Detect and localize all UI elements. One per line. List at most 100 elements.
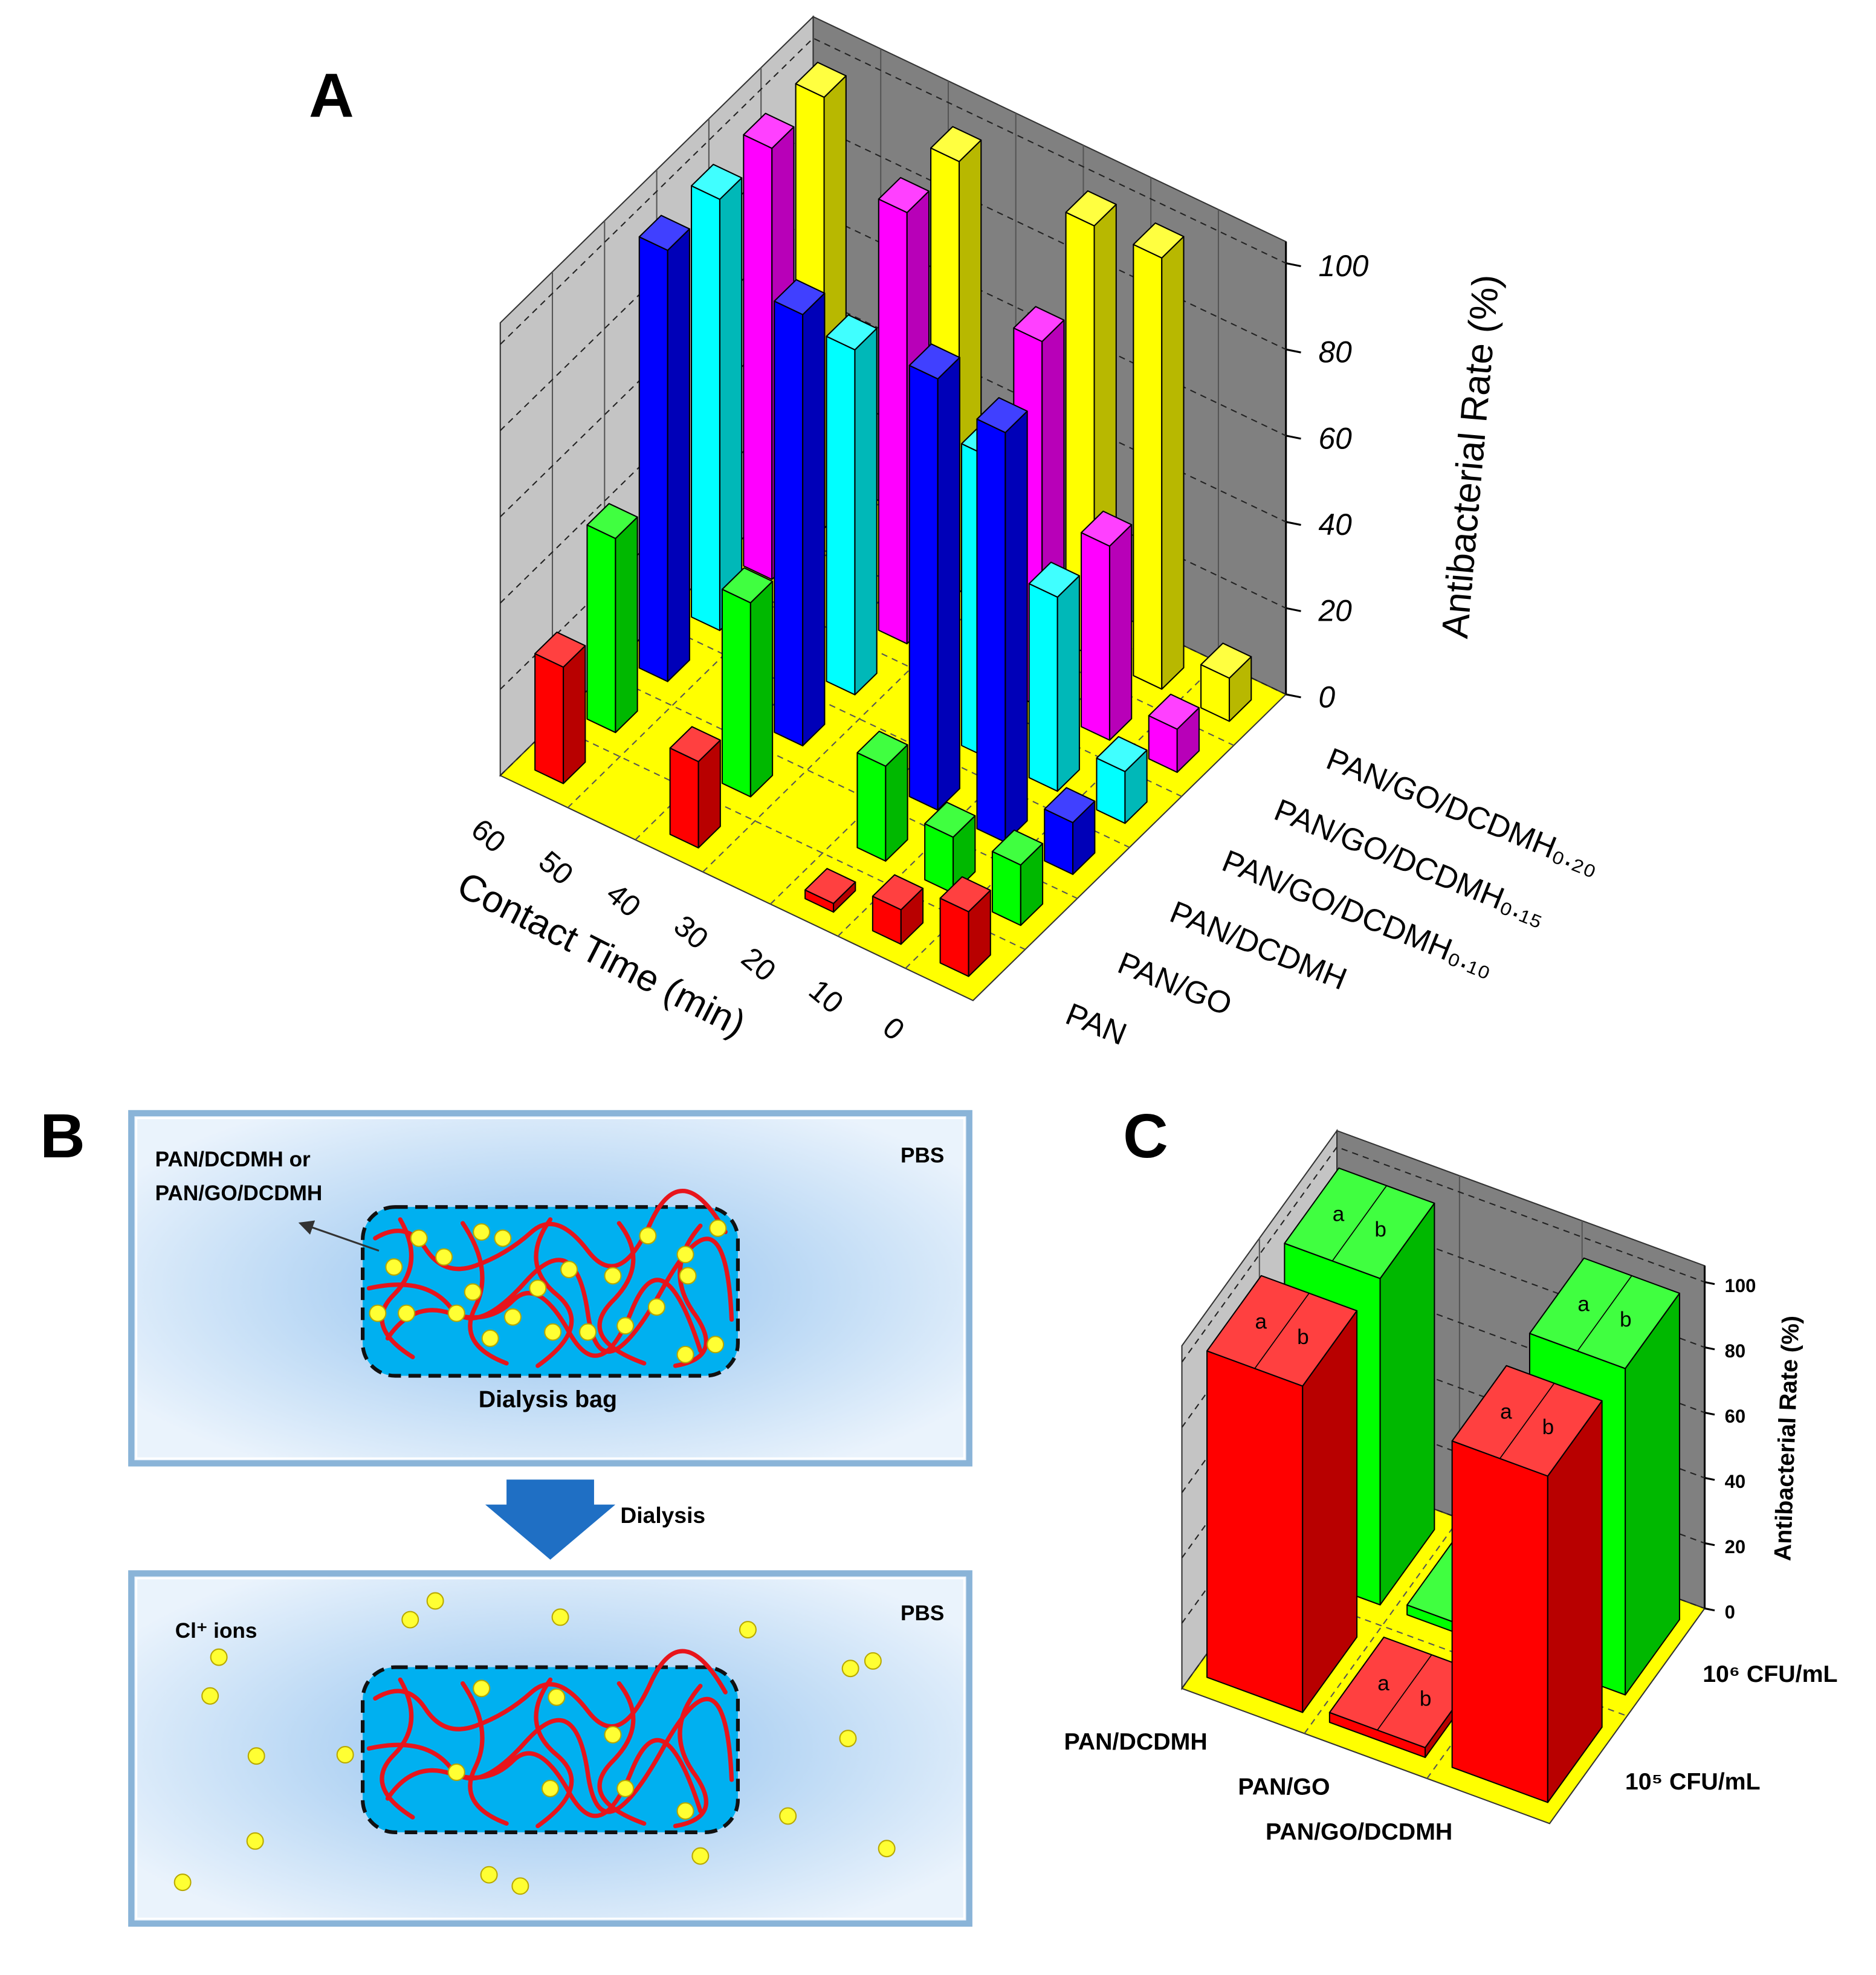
legend-label: 10⁶ CFU/mL: [1703, 1661, 1837, 1687]
dot: [639, 1227, 657, 1245]
bar-face: [802, 293, 826, 747]
bar-face: [804, 868, 856, 905]
bar-face: [930, 126, 982, 163]
y-tick: [1286, 521, 1301, 526]
dot: [551, 1608, 569, 1626]
bar-face: [991, 829, 1044, 866]
y-tick: [1286, 435, 1301, 440]
y-axis-title: Antibacterial Rate (%): [1769, 1315, 1804, 1561]
bar-face: [534, 653, 564, 784]
dot: [410, 1229, 428, 1247]
y-tick: [1704, 1411, 1715, 1416]
bar: [1044, 787, 1096, 875]
bar-face: [795, 62, 847, 98]
panel-a: 0204060801000102030405060PANPAN/GOPAN/DC…: [451, 15, 1605, 1052]
floor-divider: [656, 622, 1130, 849]
bar-face: [1028, 561, 1080, 598]
panel-label: C: [1123, 1101, 1168, 1171]
bar-face: [1056, 575, 1080, 792]
bar-face: [856, 752, 887, 862]
bar: [721, 567, 774, 798]
dot: [401, 1611, 419, 1629]
bar-face: [1096, 735, 1148, 772]
bar: [804, 868, 856, 913]
dot: [542, 1779, 559, 1797]
bar-face: [1028, 583, 1058, 792]
bar-face: [826, 314, 878, 351]
bar-face: [534, 632, 586, 668]
bar-face: [1081, 510, 1133, 547]
y-tick-label: 100: [1318, 249, 1368, 283]
bar-face: [721, 567, 774, 604]
bar-face: [924, 801, 976, 838]
x-tick-label: 40: [600, 876, 647, 923]
dot: [676, 1246, 694, 1264]
dot: [579, 1323, 597, 1341]
y-tick-label: 40: [1725, 1471, 1746, 1492]
bar: [1133, 222, 1185, 690]
bar-face: [908, 364, 939, 811]
dot: [709, 1219, 727, 1237]
dot: [691, 1847, 710, 1865]
x-tick-label: PAN/GO: [1238, 1773, 1330, 1800]
x-tick-label: PAN/GO/DCDMH: [1266, 1818, 1452, 1845]
dot: [481, 1329, 499, 1347]
annotation: a: [1577, 1293, 1590, 1316]
legend-label: PAN: [1061, 996, 1132, 1052]
dot: [676, 1802, 694, 1820]
y-tick-label: 20: [1725, 1536, 1746, 1557]
y-tick-label: 0: [1725, 1602, 1735, 1623]
bar-face: [774, 279, 826, 315]
pbs-box-inner: [135, 1117, 966, 1459]
y-tick-label: 100: [1725, 1275, 1756, 1296]
bar-face: [1206, 1350, 1304, 1713]
dot: [494, 1229, 512, 1247]
bar: [534, 632, 586, 784]
bar-face: [976, 418, 1006, 843]
bar: [872, 874, 924, 945]
y-tick: [1704, 1607, 1715, 1612]
bar-face: [691, 163, 743, 200]
dot: [841, 1660, 859, 1678]
dot: [336, 1746, 354, 1764]
bar: [1148, 693, 1200, 773]
dot: [173, 1873, 192, 1892]
x-tick-label: 0: [876, 1010, 911, 1047]
y-tick-label: 60: [1725, 1406, 1746, 1427]
bar: [908, 343, 960, 811]
bar-face: [669, 726, 721, 763]
y-tick: [1704, 1346, 1715, 1351]
annotation: b: [1542, 1415, 1554, 1439]
bar-face: [976, 396, 1028, 433]
annotation: b: [1420, 1687, 1432, 1711]
x-tick-label: 50: [532, 844, 580, 891]
panel-label: B: [40, 1101, 85, 1171]
x-tick-label: PAN/DCDMH: [1064, 1728, 1208, 1755]
bar-face: [937, 357, 960, 811]
bar: [1096, 735, 1148, 824]
y-tick: [1286, 607, 1301, 612]
bar-face: [1451, 1440, 1548, 1803]
bar-face: [1013, 306, 1065, 343]
bar-face: [1081, 532, 1111, 741]
dot: [779, 1807, 797, 1825]
bar-face: [878, 176, 930, 213]
y-tick-label: 40: [1318, 508, 1352, 541]
bar: [826, 314, 878, 696]
dot: [473, 1223, 491, 1241]
dot: [544, 1323, 562, 1341]
dot: [604, 1267, 622, 1285]
bar: [1081, 510, 1133, 741]
dot: [398, 1304, 416, 1322]
bar-face: [691, 185, 721, 632]
bar-face: [1065, 190, 1117, 227]
bar-face: [854, 328, 878, 696]
bar-face: [586, 503, 638, 540]
top-divider: [1499, 1383, 1555, 1459]
bar-face: [749, 580, 774, 798]
bar: [1200, 642, 1252, 722]
annotation: b: [1297, 1325, 1309, 1349]
bar: [586, 503, 638, 734]
dot: [369, 1304, 387, 1322]
dot: [529, 1279, 547, 1298]
